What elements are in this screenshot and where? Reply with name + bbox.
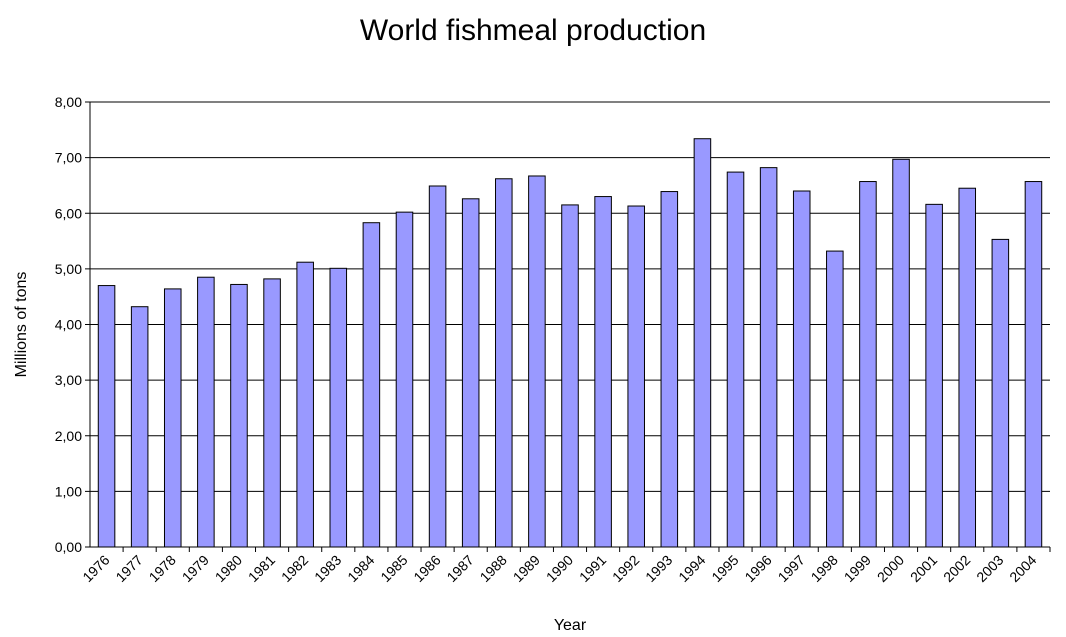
x-tick-label: 1995 bbox=[708, 552, 741, 585]
bar-2003 bbox=[991, 238, 1010, 548]
x-tick-label: 2000 bbox=[874, 552, 907, 585]
x-tick-label: 1988 bbox=[477, 552, 510, 585]
bar-1998 bbox=[826, 250, 844, 548]
bar-1983 bbox=[329, 267, 348, 548]
x-tick-label: 1987 bbox=[443, 552, 476, 585]
x-tick-label: 1985 bbox=[377, 552, 410, 585]
y-tick-label: 5,00 bbox=[55, 261, 82, 277]
y-tick-label: 1,00 bbox=[55, 483, 82, 499]
x-tick-label: 1998 bbox=[808, 552, 841, 585]
x-tick-label: 1983 bbox=[311, 552, 344, 585]
x-ticks: 1976 1977 1978 1979 1980 1981 1982 1983 1984 1985… bbox=[79, 547, 1051, 585]
x-tick-label: 1979 bbox=[179, 552, 212, 585]
bar-1990 bbox=[561, 204, 579, 548]
x-tick-label: 2003 bbox=[973, 552, 1006, 585]
bar-1995 bbox=[726, 171, 745, 548]
x-tick-label: 1980 bbox=[212, 552, 245, 585]
bar-1984 bbox=[362, 222, 381, 548]
bar-1999 bbox=[859, 181, 877, 548]
bars bbox=[97, 138, 1043, 548]
bar-1986 bbox=[428, 185, 447, 548]
bar-2004 bbox=[1024, 181, 1043, 548]
y-tick-label: 6,00 bbox=[55, 205, 82, 221]
bar-1991 bbox=[594, 196, 612, 548]
x-tick-label: 1993 bbox=[642, 552, 675, 585]
x-tick-label: 1992 bbox=[609, 552, 642, 585]
y-tick-label: 8,00 bbox=[55, 94, 82, 110]
x-tick-label: 1977 bbox=[112, 552, 145, 585]
bar-1993 bbox=[660, 191, 679, 548]
bar-2000 bbox=[892, 158, 910, 548]
x-tick-label: 1999 bbox=[841, 552, 874, 585]
bar-1997 bbox=[792, 190, 811, 548]
bar-1981 bbox=[263, 278, 281, 548]
bar-1996 bbox=[759, 167, 778, 548]
bar-1994 bbox=[693, 138, 712, 548]
x-tick-label: 1981 bbox=[245, 552, 278, 585]
x-tick-label: 1996 bbox=[741, 552, 774, 585]
bar-1988 bbox=[495, 178, 513, 548]
y-tick-label: 0,00 bbox=[55, 539, 82, 555]
y-tick-label: 7,00 bbox=[55, 150, 82, 166]
bar-1977 bbox=[130, 306, 149, 548]
x-axis-title: Year bbox=[554, 617, 587, 634]
x-tick-label: 1990 bbox=[543, 552, 576, 585]
x-tick-label: 1978 bbox=[146, 552, 179, 585]
y-axis-title: Millions of tons bbox=[13, 272, 30, 378]
y-ticks: 0,00 1,00 2,00 3,00 4,00 5,00 6,00 7,00 8,00 bbox=[55, 94, 90, 555]
bar-1987 bbox=[461, 198, 480, 548]
bar-1985 bbox=[395, 211, 414, 548]
x-tick-label: 2001 bbox=[907, 552, 940, 585]
bar-1992 bbox=[627, 205, 645, 548]
chart-title: World fishmeal production bbox=[359, 14, 707, 47]
y-tick-label: 4,00 bbox=[55, 317, 82, 333]
bar-1978 bbox=[163, 288, 182, 548]
bar-2002 bbox=[958, 187, 977, 548]
x-tick-label: 2004 bbox=[1006, 552, 1039, 585]
x-tick-label: 1976 bbox=[79, 552, 112, 585]
bar-1989 bbox=[528, 175, 546, 548]
bar-1980 bbox=[230, 283, 248, 548]
x-tick-label: 1984 bbox=[344, 552, 377, 585]
x-tick-label: 1982 bbox=[278, 552, 311, 585]
y-tick-label: 2,00 bbox=[55, 428, 82, 444]
x-tick-label: 1986 bbox=[410, 552, 443, 585]
bar-1979 bbox=[197, 276, 215, 548]
y-tick-label: 3,00 bbox=[55, 372, 82, 388]
x-tick-label: 1989 bbox=[510, 552, 543, 585]
x-tick-label: 1994 bbox=[675, 552, 708, 585]
bar-1982 bbox=[296, 261, 314, 548]
bar-2001 bbox=[925, 203, 943, 548]
x-tick-label: 1997 bbox=[775, 552, 808, 585]
bar-1976 bbox=[97, 285, 116, 548]
x-tick-label: 2002 bbox=[940, 552, 973, 585]
x-tick-label: 1991 bbox=[576, 552, 609, 585]
